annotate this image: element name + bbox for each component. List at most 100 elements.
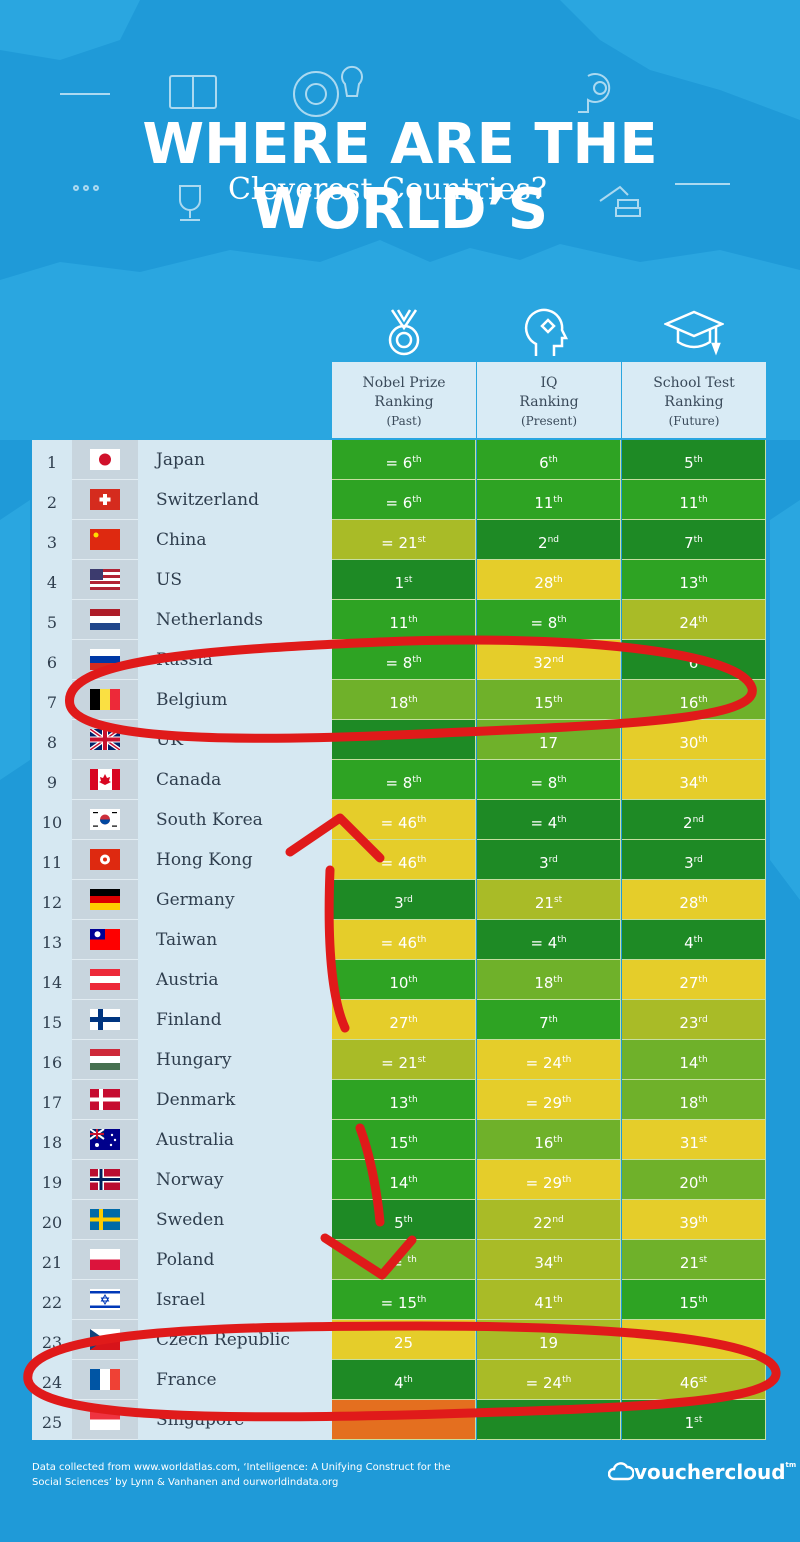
ordinal-suffix: th (417, 855, 427, 865)
flag-cell (72, 720, 138, 760)
country-name: Denmark (138, 1080, 332, 1120)
table-row: 6 Russia = 8th 32nd 6 (32, 640, 768, 680)
ordinal-suffix: rd (693, 855, 703, 865)
nobel-rank-cell: = 46th (332, 920, 476, 960)
ordinal-suffix: st (417, 535, 426, 545)
flag-cell (72, 600, 138, 640)
rank-value: = 21 (381, 534, 418, 552)
ordinal-suffix: th (553, 1255, 563, 1265)
flag-cell (72, 640, 138, 680)
rank-value: 13 (679, 574, 699, 592)
ordinal-suffix: th (417, 815, 427, 825)
ordinal-suffix: th (408, 615, 418, 625)
school-rank-cell: 15th (622, 1280, 766, 1320)
rank-value: 3 (394, 894, 404, 912)
nobel-rank-cell: 5th (332, 1200, 476, 1240)
nobel-rank-cell: = 21st (332, 520, 476, 560)
iq-rank-cell: = 29th (477, 1080, 621, 1120)
iq-rank-cell: 21st (477, 880, 621, 920)
school-rank-cell: 21st (622, 1240, 766, 1280)
school-rank-cell (622, 1320, 766, 1360)
rank-number: 22 (32, 1280, 72, 1320)
rank-value: 41 (534, 1294, 554, 1312)
ordinal-suffix: th (553, 1295, 563, 1305)
table-row: 19 Norway 14th = 29th 20th (32, 1160, 768, 1200)
nobel-rank-cell: 11th (332, 600, 476, 640)
rank-value: 34 (679, 774, 699, 792)
ordinal-suffix: th (698, 695, 708, 705)
rank-value: 24 (679, 614, 699, 632)
rank-value: = 4 (530, 934, 558, 952)
netherlands-flag-icon (90, 609, 120, 630)
hong-kong-flag-icon (90, 849, 120, 870)
rank-value: 5 (684, 454, 694, 472)
school-rank-cell: 30th (622, 720, 766, 760)
table-row: 22 Israel = 15th 41th 15th (32, 1280, 768, 1320)
rank-value: 23 (679, 1014, 699, 1032)
school-rank-cell: 46st (622, 1360, 766, 1400)
table-row: 15 Finland 27th 7th 23rd (32, 1000, 768, 1040)
nobel-rank-cell: 13th (332, 1080, 476, 1120)
country-name: Switzerland (138, 480, 332, 520)
ordinal-suffix: th (553, 695, 563, 705)
iq-rank-cell: = 4th (477, 920, 621, 960)
ordinal-suffix: th (698, 575, 708, 585)
country-name: Japan (138, 440, 332, 480)
russia-flag-icon (90, 649, 120, 670)
rank-value: = 24 (525, 1054, 563, 1072)
school-rank-cell: 3rd (622, 840, 766, 880)
flag-cell (72, 880, 138, 920)
iq-rank-cell: = 8th (477, 760, 621, 800)
school-rank-cell: 7th (622, 520, 766, 560)
flag-cell (72, 1040, 138, 1080)
ordinal-suffix: th (562, 1375, 572, 1385)
nobel-rank-cell (332, 1400, 476, 1440)
header-decoration (60, 65, 730, 221)
rank-value: 11 (389, 614, 409, 632)
table-row: 11 Hong Kong = 46th 3rd 3rd (32, 840, 768, 880)
nobel-rank-cell: = 8th (332, 760, 476, 800)
norway-flag-icon (90, 1169, 120, 1190)
ordinal-suffix: th (412, 495, 422, 505)
table-row: 2 Switzerland = 6th 11th 11th (32, 480, 768, 520)
rank-value: 11 (679, 494, 699, 512)
table-row: 5 Netherlands 11th = 8th 24th (32, 600, 768, 640)
rank-number: 1 (32, 440, 72, 480)
rank-value: 7 (539, 1014, 549, 1032)
country-name: Czech Republic (138, 1320, 332, 1360)
rank-number: 21 (32, 1240, 72, 1280)
rank-value: 27 (389, 1014, 409, 1032)
taiwan-flag-icon (90, 929, 120, 950)
rank-value: 14 (389, 1174, 409, 1192)
ordinal-suffix: th (557, 615, 567, 625)
rank-value: 30 (679, 734, 699, 752)
austria-flag-icon (90, 969, 120, 990)
rank-value: = 6 (385, 494, 413, 512)
rank-number: 24 (32, 1360, 72, 1400)
flag-cell (72, 1200, 138, 1240)
vouchercloud-logo: vouchercloudtm (607, 1460, 796, 1484)
table-row: 10 South Korea = 46th = 4th 2nd (32, 800, 768, 840)
rank-value: 3 (539, 854, 549, 872)
flag-cell (72, 1320, 138, 1360)
rank-number: 18 (32, 1120, 72, 1160)
ordinal-suffix: th (698, 975, 708, 985)
rank-value: 21 (534, 894, 554, 912)
japan-flag-icon (90, 449, 120, 470)
ordinal-suffix: th (408, 975, 418, 985)
rank-value: 34 (534, 1254, 554, 1272)
ordinal-suffix: st (417, 1055, 426, 1065)
rank-value: 4 (684, 934, 694, 952)
country-name: South Korea (138, 800, 332, 840)
iq-rank-cell: 15th (477, 680, 621, 720)
rank-value: 2 (683, 814, 693, 832)
ordinal-suffix: th (553, 495, 563, 505)
table-row: 14 Austria 10th 18th 27th (32, 960, 768, 1000)
rank-value: 13 (389, 1094, 409, 1112)
ordinal-suffix: th (698, 1175, 708, 1185)
iq-rank-cell: = 24th (477, 1360, 621, 1400)
school-rank-cell: 13th (622, 560, 766, 600)
iq-rank-cell: = 29th (477, 1160, 621, 1200)
flag-cell (72, 1160, 138, 1200)
ordinal-suffix: th (412, 455, 422, 465)
